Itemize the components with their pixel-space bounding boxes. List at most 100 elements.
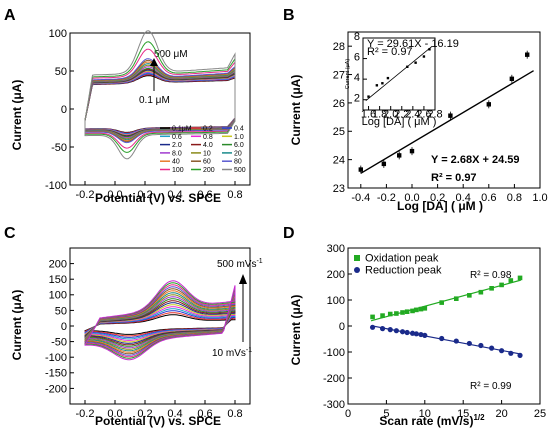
c-ylabel: Current (μA) — [10, 290, 24, 361]
c-ytick-label: -150 — [45, 368, 67, 380]
a-legend-label: 100 — [172, 167, 184, 174]
panel-label-a: A — [4, 7, 16, 24]
b-ytick-label: 23 — [333, 183, 345, 195]
c-xtick-label: 0.6 — [197, 408, 212, 420]
a-ytick-label: -100 — [45, 180, 67, 192]
b-inset-ytick-label: 8 — [354, 31, 360, 43]
c-ytick-label: 50 — [55, 305, 67, 317]
b-inset-fit-line — [365, 45, 433, 102]
b-xtick-label: 0.2 — [430, 192, 445, 204]
c-cv-curve — [84, 280, 236, 361]
d-point-reduction — [439, 335, 445, 342]
d-ytick-label: 100 — [327, 295, 345, 307]
b-inset-xtick-label: 2.6 — [416, 109, 431, 121]
a-legend-label: 1.0 — [234, 134, 244, 141]
a-legend-label: 0.1μM — [172, 126, 192, 133]
d-point-oxidation — [478, 289, 484, 295]
d-point-reduction — [489, 345, 495, 351]
b-equation: Y = 2.68X + 24.59 — [431, 154, 519, 166]
d-point-oxidation — [467, 293, 472, 298]
panel-label-d: D — [283, 225, 295, 242]
d-point-oxidation — [380, 313, 385, 318]
b-inset-point — [406, 65, 409, 68]
b-ylabel: Current (μA) — [289, 75, 303, 146]
b-xlabel: Log [DA] ( μM ) — [397, 199, 483, 213]
b-inset-xtick-label: 2.8 — [427, 109, 442, 121]
d-xtick-label: 20 — [495, 408, 507, 420]
a-legend-label: 80 — [234, 159, 242, 166]
b-ytick-label: 28 — [333, 41, 345, 53]
d-point-reduction — [387, 327, 393, 333]
d-point-reduction — [409, 330, 416, 336]
d-point-reduction — [399, 329, 406, 335]
a-legend-label: 2.0 — [172, 142, 182, 149]
b-inset-point — [367, 95, 370, 98]
a-legend-label: 6.0 — [234, 142, 244, 149]
d-ytick-label: -200 — [323, 373, 345, 385]
a-legend-label: 40 — [172, 159, 180, 166]
a-legend-label: 0.8 — [203, 134, 213, 141]
b-xtick-label: -0.4 — [351, 192, 370, 204]
c-ytick-label: 150 — [49, 274, 67, 286]
c-xtick-label: 0.4 — [167, 408, 182, 420]
b-ytick-label: 27 — [333, 69, 345, 81]
b-inset-ylabel: Current (μA) — [345, 59, 351, 90]
d-point-oxidation — [508, 278, 514, 283]
b-data-point — [397, 153, 402, 158]
b-inset-point — [386, 76, 390, 80]
d-fit-line — [370, 279, 521, 322]
c-ytick-label: 0 — [61, 321, 67, 333]
c-frame — [69, 247, 251, 405]
c-arrowhead — [239, 274, 247, 284]
b-inset-xlabel: Log [DA] ( μM ) — [362, 116, 437, 128]
a-legend-label: 60 — [203, 159, 211, 166]
d-point-oxidation — [414, 307, 419, 313]
d-xtick-label: 0 — [345, 408, 351, 420]
d-point-reduction — [413, 331, 419, 337]
a-xlabel: Potential (V) vs. SPCE — [95, 191, 221, 205]
a-legend-label: 0.4 — [234, 126, 244, 133]
b-inset-xtick-label: 1.6 — [361, 109, 376, 121]
b-ytick-label: 26 — [333, 98, 345, 110]
a-legend-label: 4.0 — [203, 142, 213, 149]
b-inset-point — [381, 82, 384, 85]
d-xlabel: Scan rate (mV/s)1/2 — [379, 413, 485, 428]
a-xtick-label: -0.2 — [76, 189, 95, 201]
d-xtick-label: 5 — [383, 408, 389, 420]
b-inset-r2: R² = 0.97 — [367, 46, 413, 58]
d-ytick-label: -300 — [323, 399, 345, 411]
d-point-reduction — [508, 350, 514, 356]
d-fit-line — [370, 325, 521, 355]
c-annotation-500: 500 mVs-1 — [217, 258, 263, 270]
d-point-oxidation — [517, 275, 523, 281]
b-data-point — [509, 76, 515, 81]
a-legend-label: 10 — [203, 150, 211, 157]
a-legend-label: 20 — [234, 150, 242, 157]
d-legend-marker — [354, 267, 360, 273]
a-xtick-label: 0.0 — [107, 189, 122, 201]
d-point-reduction — [393, 328, 399, 334]
d-ylabel: Current (μA) — [289, 295, 303, 366]
a-xtick-label: 0.8 — [227, 189, 242, 201]
b-frame — [347, 31, 541, 189]
a-legend-label: 0.6 — [172, 134, 182, 141]
d-point-reduction — [369, 324, 376, 330]
b-xtick-label: 0.0 — [404, 192, 419, 204]
b-inset-xtick-label: 2.2 — [394, 109, 409, 121]
d-r2-oxidation: R² = 0.98 — [470, 270, 512, 281]
d-point-oxidation — [394, 311, 399, 316]
c-ytick-label: 200 — [49, 258, 67, 270]
a-annotation-500: 500 μM — [154, 49, 188, 60]
d-ytick-label: 200 — [327, 269, 345, 281]
a-legend-label: 0.2 — [203, 126, 213, 133]
b-fit-line — [360, 70, 534, 174]
b-xtick-label: 0.8 — [507, 192, 522, 204]
b-inset-xtick-label: 2.0 — [383, 109, 398, 121]
d-point-oxidation — [387, 311, 393, 317]
a-ytick-label: 100 — [49, 28, 67, 40]
b-ytick-label: 25 — [333, 126, 345, 138]
a-cv-curve — [84, 30, 236, 160]
d-ytick-label: 300 — [327, 243, 345, 255]
d-ytick-label: 0 — [339, 321, 345, 333]
